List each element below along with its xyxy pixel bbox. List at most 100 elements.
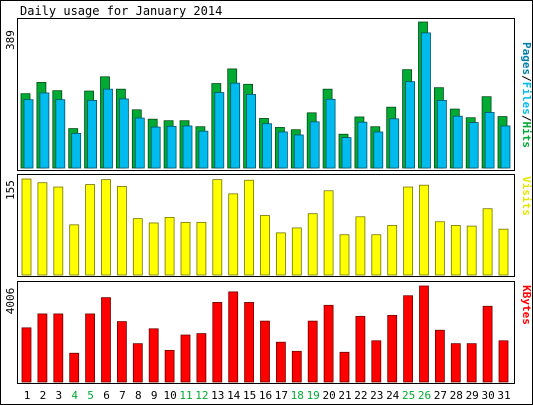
kbytes-bar [196,333,207,383]
kbytes-bar [180,334,191,383]
day-label: 2 [40,389,47,402]
day-label: 22 [354,389,367,402]
visits-bar [466,225,477,276]
day-label: 5 [87,389,94,402]
legend-files: Files [520,82,533,115]
kbytes-bar [85,313,95,383]
kbytes-bar [403,295,414,383]
files-bar [484,112,495,169]
day-label: 24 [386,389,400,402]
files-bar [134,117,145,169]
files-bar [341,137,352,169]
kbytes-bar [498,340,509,383]
files-bar [87,100,97,169]
files-bar [198,130,209,169]
kbytes-bars [21,285,509,383]
day-label: 18 [291,389,304,402]
files-bar [357,121,368,169]
files-bar [389,118,400,169]
files-bar [214,92,225,169]
kbytes-bar [244,302,255,383]
legend-kbytes: KBytes [520,285,533,325]
day-label: 9 [151,389,158,402]
day-label: 19 [307,389,320,402]
files-bar [246,94,257,169]
day-label: 16 [259,389,272,402]
visits-bar [403,186,414,276]
kbytes-bar [434,329,445,383]
day-label: 23 [370,389,383,402]
day-label: 1 [24,389,31,402]
kbytes-bar [482,305,493,383]
visits-bar [212,179,223,276]
kbytes-bar [212,302,223,383]
day-label: 8 [135,389,142,402]
legend-visits: Visits [520,176,533,216]
kbytes-bar [466,343,477,383]
legend-pages: Pages [520,42,533,75]
visits-bar [228,193,239,276]
day-label: 15 [243,389,256,402]
day-label: 31 [497,389,510,402]
chart-title: Daily usage for January 2014 [20,4,222,18]
hits-bars [20,21,511,169]
day-label: 3 [55,389,62,402]
kbytes-bar [355,315,366,383]
files-bar [55,99,66,169]
visits-bar [419,184,429,276]
visits-bar [355,216,366,276]
visits-bar [164,216,175,276]
kbytes-bar [37,313,48,383]
visits-bar [21,178,32,276]
files-bar [166,125,177,169]
day-labels: 1 2 3 4 5 6 7 8 9 10 11 12 13 14 15 16 17 18 19 20 21 22 23 24 2… [24,389,511,402]
kbytes-bar [164,349,175,383]
kbytes-panel-max-label: 4006 [4,288,17,315]
kbytes-bar [419,285,429,383]
visits-bar [275,232,286,276]
files-bar [23,99,34,169]
files-bar [309,121,320,169]
visits-bar [37,182,48,276]
visits-bar [291,227,302,276]
files-bar [119,98,129,169]
visits-bar [260,215,270,276]
visits-panel-max-label: 155 [4,180,17,200]
files-bar [262,123,272,169]
visits-bar [180,221,191,276]
files-bar [468,122,479,169]
files-bar [373,131,384,169]
visits-bar [101,179,111,276]
kbytes-bar [228,291,239,383]
kbytes-bar [117,321,127,383]
files-bar [103,88,113,169]
day-label: 20 [322,389,335,402]
legend-sep-1: / [520,75,533,82]
visits-bar [85,184,95,276]
visits-bar [148,222,159,276]
files-bar [71,133,82,169]
kbytes-bar [339,351,350,383]
day-label: 27 [434,389,447,402]
kbytes-bar [53,313,64,383]
kbytes-bar [323,304,334,383]
visits-bar [339,234,350,276]
visits-bar [132,218,143,276]
visits-bar [482,208,493,276]
visits-bar [117,186,127,276]
files-bar [150,126,161,169]
files-bar [39,92,50,169]
day-label: 25 [402,389,415,402]
files-bar [230,82,241,169]
files-bar [182,125,193,169]
visits-bar [323,190,334,276]
files-bar [500,125,511,169]
kbytes-bar [21,327,32,383]
kbytes-bar [69,352,80,383]
files-bar [325,98,336,169]
day-label: 4 [71,389,78,402]
day-label: 14 [227,389,241,402]
visits-bar [498,228,509,276]
kbytes-bar [275,341,286,383]
day-label: 28 [450,389,463,402]
